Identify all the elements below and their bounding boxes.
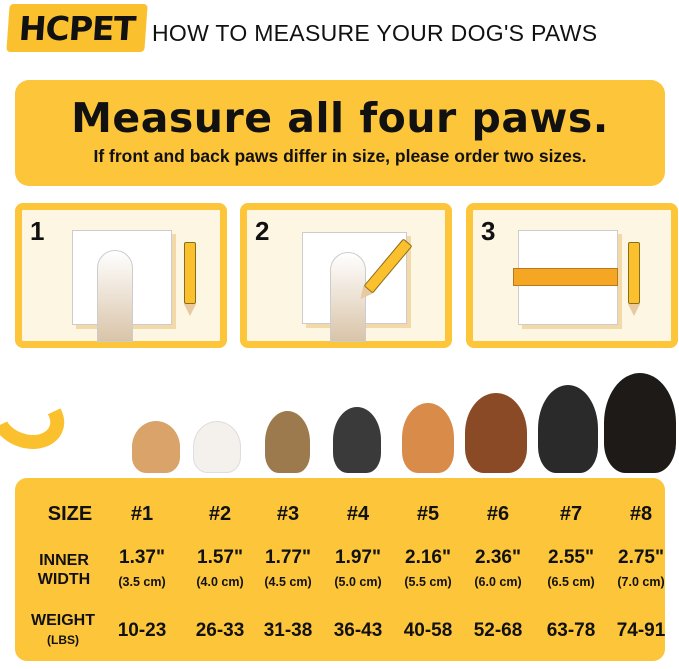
size-header: #4 bbox=[346, 503, 370, 525]
size-header: #7 bbox=[559, 503, 583, 525]
weight-range: 52-68 bbox=[473, 620, 523, 641]
inner-width-cm: (5.5 cm) bbox=[404, 575, 452, 589]
row-label-size: SIZE bbox=[47, 503, 93, 525]
inner-width-cm: (4.5 cm) bbox=[264, 575, 312, 589]
row-label-inner: INNER bbox=[39, 552, 89, 569]
size-header: #6 bbox=[486, 503, 510, 525]
step-number: 3 bbox=[481, 216, 496, 246]
dog-bichon-image bbox=[193, 421, 241, 473]
inner-width-cm: (4.0 cm) bbox=[196, 575, 244, 589]
decorative-swoosh bbox=[0, 376, 73, 460]
size-chart-table bbox=[15, 478, 665, 661]
dog-schnauzer-image bbox=[333, 407, 381, 473]
paw-illustration bbox=[97, 250, 133, 342]
inner-width-cm: (6.5 cm) bbox=[547, 575, 595, 589]
weight-range: 74-91 bbox=[616, 620, 666, 641]
page-title: HOW TO MEASURE YOUR DOG'S PAWS bbox=[152, 20, 598, 46]
dog-shepherd-image bbox=[465, 393, 527, 473]
pencil-icon bbox=[628, 242, 640, 316]
dog-rottweiler-image bbox=[604, 373, 676, 473]
inner-width-inches: 2.75" bbox=[618, 547, 664, 568]
inner-width-inches: 1.37" bbox=[119, 547, 165, 568]
weight-range: 10-23 bbox=[117, 620, 167, 641]
size-header: #3 bbox=[276, 503, 300, 525]
step-2-panel: 2 bbox=[240, 203, 452, 348]
weight-range: 31-38 bbox=[263, 620, 313, 641]
measure-banner: Measure all four paws. If front and back… bbox=[15, 80, 665, 186]
weight-range: 26-33 bbox=[195, 620, 245, 641]
dog-chihuahua-image bbox=[132, 421, 180, 473]
dog-husky-image bbox=[538, 385, 598, 473]
banner-subheading: If front and back paws differ in size, p… bbox=[93, 146, 587, 166]
inner-width-cm: (7.0 cm) bbox=[617, 575, 665, 589]
dog-shiba-image bbox=[402, 403, 454, 473]
step-number: 1 bbox=[30, 216, 45, 246]
pencil-icon bbox=[184, 242, 196, 316]
inner-width-inches: 1.77" bbox=[265, 547, 311, 568]
row-label-weight-unit: (LBS) bbox=[47, 633, 79, 647]
inner-width-cm: (5.0 cm) bbox=[334, 575, 382, 589]
inner-width-inches: 2.16" bbox=[405, 547, 451, 568]
weight-range: 63-78 bbox=[546, 620, 596, 641]
weight-range: 40-58 bbox=[403, 620, 453, 641]
size-header: #8 bbox=[629, 503, 653, 525]
inner-width-inches: 2.55" bbox=[548, 547, 594, 568]
step-3-panel: 3 bbox=[466, 203, 678, 348]
step-1-panel: 1 bbox=[15, 203, 227, 348]
step-number: 2 bbox=[255, 216, 270, 246]
banner-heading: Measure all four paws. bbox=[71, 94, 609, 142]
size-header: #5 bbox=[416, 503, 440, 525]
inner-width-inches: 1.57" bbox=[197, 547, 243, 568]
inner-width-cm: (6.0 cm) bbox=[474, 575, 522, 589]
inner-width-inches: 2.36" bbox=[475, 547, 521, 568]
brand-logo: HCPET bbox=[6, 4, 148, 52]
dog-yorkie-image bbox=[265, 411, 310, 473]
inner-width-cm: (3.5 cm) bbox=[118, 575, 166, 589]
inner-width-inches: 1.97" bbox=[335, 547, 381, 568]
row-label-width: WIDTH bbox=[37, 571, 91, 588]
size-header: #2 bbox=[208, 503, 232, 525]
row-label-weight: WEIGHT bbox=[31, 612, 95, 629]
weight-range: 36-43 bbox=[333, 620, 383, 641]
size-header: #1 bbox=[130, 503, 154, 525]
ruler-icon bbox=[513, 268, 618, 286]
